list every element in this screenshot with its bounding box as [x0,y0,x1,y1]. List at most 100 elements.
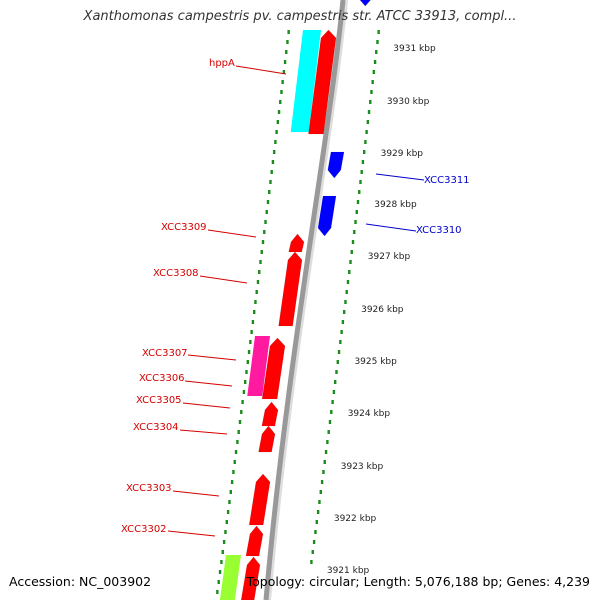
outer-track-dot [355,210,358,214]
outer-track-dot [323,460,326,464]
bottom-gene [240,556,261,600]
outer-track-dot [337,350,341,354]
inner-track-dot [287,30,290,34]
outer-track-dot [353,230,356,234]
inner-track-dot [251,320,255,324]
outer-track-dot [340,330,343,334]
outer-track-dot [371,80,374,84]
inner-track-dot [220,560,223,564]
gene-label[interactable]: XCC3309 [161,222,207,233]
inner-track-dot [263,230,266,234]
scale-tick-label: 3923 kbp [341,462,384,472]
inner-track-dot [247,350,251,354]
inner-track-dot [233,460,236,464]
inner-track-dot [286,40,289,44]
leader-line [207,229,257,238]
inner-track-dot [246,360,249,364]
inner-track-dot [281,80,284,84]
inner-track-dot [259,260,262,264]
gene-label[interactable]: hppA [209,58,235,69]
gene-label[interactable]: XCC3311 [424,175,470,186]
hppA-gene [308,29,337,135]
inner-track-dot [224,530,227,534]
scale-tick-label: 3931 kbp [393,44,436,54]
outer-track-dot [310,560,313,564]
gene-label[interactable]: XCC3302 [121,524,167,535]
leader-line [199,275,248,284]
inner-track-dot [217,580,220,584]
outer-track-dot [375,50,378,54]
outer-track-dot [320,480,324,484]
gene-label[interactable]: XCC3306 [139,373,185,384]
outer-track-dot [339,340,342,344]
leader-line [172,490,220,497]
outer-track-dot [327,430,330,434]
scale-tick-label: 3927 kbp [368,252,411,262]
outer-track-dot [341,320,345,324]
accession-text: Accession: NC_003902 [9,574,152,589]
inner-track-dot [222,540,226,544]
gene-label[interactable]: XCC3304 [133,422,179,433]
XCC3304-gene [258,425,276,453]
scale-tick-label: 3922 kbp [334,514,377,524]
inner-track-dot [270,170,273,174]
leader-line [167,530,216,537]
outer-track-dot [330,410,333,414]
XCC3309-gene [288,233,305,253]
outer-track-dot [342,310,346,314]
scale-tick-label: 3924 kbp [348,409,391,419]
reverse-gene-top [358,0,374,7]
leader-line [179,429,228,435]
inner-track-dot [216,590,219,594]
inner-track-dot [276,120,280,124]
inner-track-dot [258,270,261,274]
leader-line [375,173,425,181]
inner-track-dot [243,380,247,384]
inner-track-dot [282,70,286,74]
outer-track-dot [376,40,379,44]
outer-track-dot [335,370,338,374]
scale-tick-label: 3929 kbp [381,149,424,159]
outer-track-dot [348,270,351,274]
gene-label[interactable]: XCC3307 [142,348,188,359]
cyan-feature [290,30,321,132]
inner-track-dot [274,140,277,144]
leader-line [184,380,233,387]
inner-track-dot [240,410,243,414]
gene-label[interactable]: XCC3308 [153,268,199,279]
outer-track-dot [332,390,336,394]
outer-track-dot [362,150,366,154]
outer-track-dot [344,300,347,304]
outer-track-dot [358,190,361,194]
gene-label[interactable]: XCC3303 [126,483,172,494]
scale-ticks: 3931 kbp 3930 kbp 3929 kbp 3928 kbp 3927 kbp… [327,44,436,576]
inner-track-dot [254,300,257,304]
XCC3308-gene [278,251,303,327]
inner-track-dot [242,390,246,394]
inner-track-dot [249,340,252,344]
XCC3307-gene [261,337,286,400]
genome-backbone [263,0,346,600]
gene-label[interactable]: XCC3305 [136,395,182,406]
scale-tick-label: 3926 kbp [361,305,404,315]
outer-track-dot [311,550,314,554]
inner-track-dot [264,220,267,224]
inner-track-dot [252,310,256,314]
scale-tick-label: 3921 kbp [327,566,370,576]
outer-track-dot [369,100,372,104]
outer-track-dot [331,400,334,404]
outer-track-dot [328,420,332,424]
inner-track-dot [218,570,222,574]
inner-track-dot [280,90,283,94]
outer-track-dot [365,130,368,134]
inner-track-dot [232,470,235,474]
inner-track-dot [285,50,288,54]
outer-track-dot [319,490,322,494]
outer-track-dot [356,200,360,204]
inner-track-dot [237,430,240,434]
outer-track-dot [322,470,325,474]
gene-label[interactable]: XCC3310 [416,225,462,236]
outer-track-dot [360,170,363,174]
magenta-feature [247,336,270,396]
scale-tick-label: 3930 kbp [387,97,430,107]
